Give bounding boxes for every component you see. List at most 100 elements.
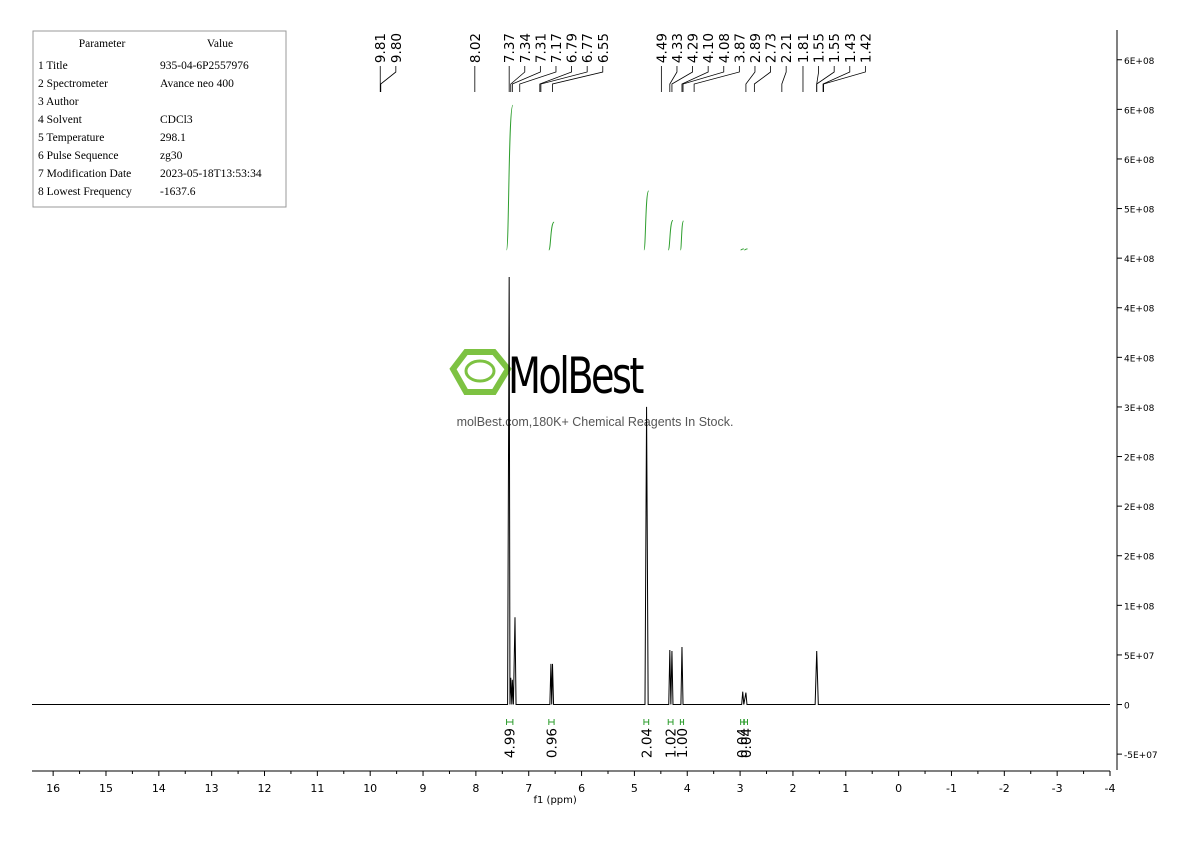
table-cell: 8 Lowest Frequency [38, 186, 132, 198]
y-tick-label: 4E+08 [1124, 354, 1155, 364]
table-cell: 2023-05-18T13:53:34 [160, 168, 262, 180]
table-header: Parameter [79, 38, 126, 50]
y-tick-label: 6E+08 [1124, 57, 1155, 67]
table-cell: 3 Author [38, 96, 79, 108]
integral-label: 0.04 [735, 728, 751, 758]
peak-label: 6.55 [596, 33, 612, 63]
x-tick-label: 10 [363, 782, 377, 795]
table-cell: 7 Modification Date [38, 168, 131, 180]
integral-bracket [548, 719, 555, 725]
peak-label: 1.55 [812, 33, 828, 63]
y-tick-label: 4E+08 [1124, 305, 1155, 315]
integral-label: 2.04 [639, 728, 655, 758]
peak-label: 7.34 [518, 33, 534, 63]
peak-leader [781, 66, 787, 92]
peak-label: 4.33 [670, 33, 686, 63]
table-cell: 6 Pulse Sequence [38, 150, 118, 162]
logo-hexagon [449, 349, 512, 395]
table-cell: Avance neo 400 [160, 78, 234, 90]
table-cell: 4 Solvent [38, 114, 83, 126]
peak-label: 2.89 [748, 33, 764, 63]
integral-bracket [743, 719, 748, 725]
x-tick-label: 12 [258, 782, 272, 795]
peak-leader [671, 66, 693, 92]
peak-leader [539, 66, 572, 92]
peak-leader [669, 66, 678, 92]
spectrum-line [32, 276, 1110, 706]
table-cell: zg30 [160, 150, 183, 162]
peak-label: 8.02 [468, 33, 484, 63]
x-tick-label: 1 [842, 782, 849, 795]
integral-label: 1.02 [664, 728, 680, 758]
peak-label: 2.73 [764, 33, 780, 63]
peak-label: 6.77 [580, 33, 596, 63]
peak-label: 1.42 [858, 33, 874, 63]
y-tick-label: 0 [1124, 702, 1130, 712]
peak-label: 1.55 [827, 33, 843, 63]
integral-bracket [740, 719, 745, 725]
peak-leader [510, 66, 526, 92]
peak-label: 7.37 [502, 33, 518, 63]
x-tick-label: -2 [999, 782, 1010, 795]
table-cell: 5 Temperature [38, 132, 104, 144]
x-tick-label: 6 [578, 782, 585, 795]
peak-label: 1.81 [796, 33, 812, 63]
x-tick-label: 11 [310, 782, 324, 795]
peak-label: 4.10 [701, 33, 717, 63]
y-tick-label: 2E+08 [1124, 503, 1155, 513]
integral-curve [548, 221, 555, 251]
watermark: MolBest molBest.com,180K+ Chemical Reage… [449, 347, 734, 429]
y-tick-label: 5E+07 [1124, 652, 1154, 662]
x-tick-label: 9 [420, 782, 427, 795]
logo-ring [464, 359, 496, 383]
integral-curve [740, 248, 744, 251]
integral-bracket [506, 719, 514, 725]
y-tick-label: 6E+08 [1124, 106, 1155, 116]
table-cell: 935-04-6P2557976 [160, 60, 249, 72]
table-header: Value [207, 38, 233, 50]
x-tick-label: 3 [737, 782, 744, 795]
table-cell: CDCl3 [160, 114, 193, 126]
peak-leader [552, 66, 604, 92]
x-tick-label: 0 [895, 782, 902, 795]
x-tick-label: 15 [99, 782, 113, 795]
y-tick-label: -5E+07 [1124, 751, 1158, 761]
integral-curve [506, 104, 514, 251]
table-cell: -1637.6 [160, 186, 196, 198]
peak-leader [511, 66, 541, 92]
x-tick-label: 7 [525, 782, 532, 795]
peak-leader [380, 66, 397, 92]
x-axis-label: f1 (ppm) [533, 795, 576, 806]
peak-leader [693, 66, 740, 92]
peak-label: 7.31 [533, 33, 549, 63]
watermark-tagline: molBest.com,180K+ Chemical Reagents In S… [457, 415, 734, 429]
x-tick-label: 2 [789, 782, 796, 795]
x-tick-label: 4 [684, 782, 691, 795]
y-tick-label: 2E+08 [1124, 553, 1155, 563]
x-tick-label: 13 [205, 782, 219, 795]
y-tick-label: 1E+08 [1124, 602, 1155, 612]
peak-label: 9.80 [389, 33, 405, 63]
peak-leader [745, 66, 756, 92]
y-tick-label: 3E+08 [1124, 404, 1155, 414]
integral-bracket [667, 719, 674, 725]
peak-leader [681, 66, 709, 92]
peak-label: 9.81 [373, 33, 389, 63]
integral-bracket [643, 719, 650, 725]
y-tick-label: 6E+08 [1124, 156, 1155, 166]
integral-curve [679, 220, 685, 251]
x-tick-label: 16 [46, 782, 60, 795]
peak-label: 3.87 [732, 33, 748, 63]
integral-label: 1.00 [675, 728, 691, 758]
x-tick-label: 14 [152, 782, 166, 795]
y-tick-label: 5E+08 [1124, 206, 1155, 216]
table-cell: 298.1 [160, 132, 186, 144]
peak-leader [519, 66, 557, 92]
peak-label: 4.08 [717, 33, 733, 63]
peak-leader [823, 66, 866, 92]
integral-label: 0.96 [544, 728, 560, 758]
peak-label: 4.49 [654, 33, 670, 63]
integral-label: 0.04 [739, 728, 755, 758]
